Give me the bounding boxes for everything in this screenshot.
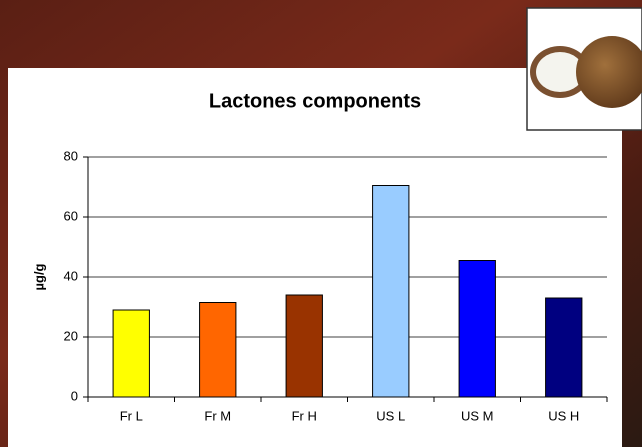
bar	[200, 303, 236, 398]
bar	[546, 298, 582, 397]
x-tick-label: Fr M	[204, 408, 231, 423]
coconut-picture	[527, 8, 642, 130]
slide: Lactones components µg/g 0 20 40 60 80 Fr L Fr…	[0, 0, 642, 447]
y-tick-label: 80	[64, 148, 78, 163]
x-tick-label: Fr H	[292, 408, 317, 423]
x-tick-label: US H	[548, 408, 579, 423]
y-tick-label: 0	[71, 388, 78, 403]
chart-title: Lactones components	[209, 90, 421, 112]
x-tick-label: US L	[376, 408, 405, 423]
x-tick-label: US M	[461, 408, 494, 423]
x-tick-label: Fr L	[120, 408, 143, 423]
y-axis-label: µg/g	[31, 263, 46, 290]
y-tick-label: 60	[64, 208, 78, 223]
bar	[373, 186, 409, 398]
bar	[113, 310, 149, 397]
bar	[286, 295, 322, 397]
y-tick-label: 40	[64, 268, 78, 283]
bar	[459, 261, 495, 398]
y-tick-label: 20	[64, 328, 78, 343]
